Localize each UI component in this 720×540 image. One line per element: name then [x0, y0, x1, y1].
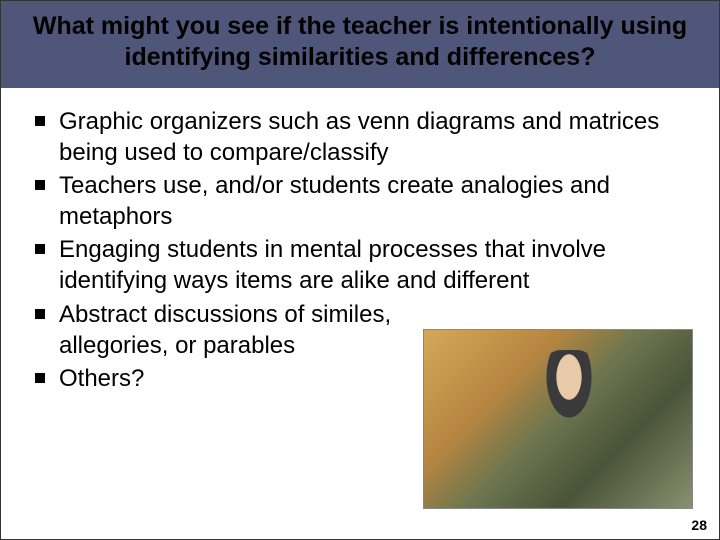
list-item: Graphic organizers such as venn diagrams… — [31, 106, 689, 168]
title-bar: What might you see if the teacher is int… — [1, 1, 719, 88]
content-image — [423, 329, 693, 509]
slide-title: What might you see if the teacher is int… — [21, 11, 699, 74]
page-number: 28 — [691, 517, 707, 533]
list-item: Teachers use, and/or students create ana… — [31, 170, 689, 232]
list-item: Engaging students in mental processes th… — [31, 234, 689, 296]
list-item: Abstract discussions of similes, allegor… — [31, 299, 401, 361]
